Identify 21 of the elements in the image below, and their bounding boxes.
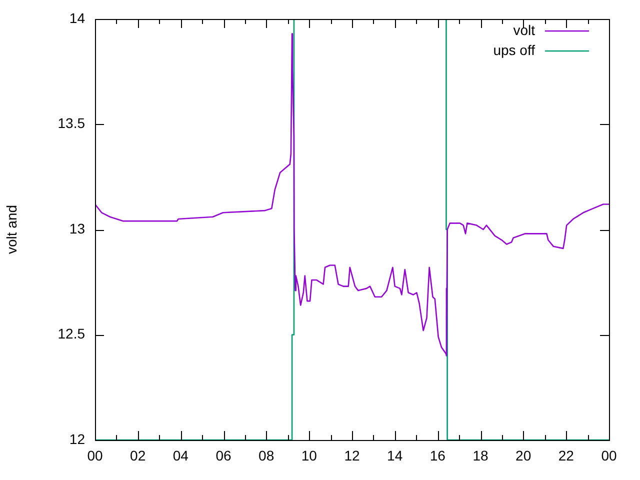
x-tick-label: 00 bbox=[87, 447, 103, 464]
x-tick-label: 14 bbox=[387, 447, 403, 464]
legend-label: ups off bbox=[493, 42, 536, 58]
y-tick-label: 12 bbox=[69, 430, 86, 447]
legend-label: volt bbox=[513, 22, 536, 38]
x-tick-label: 08 bbox=[258, 447, 274, 464]
x-tick-label: 10 bbox=[301, 447, 318, 464]
x-tick-label: 16 bbox=[430, 447, 446, 464]
x-tick-label: 12 bbox=[344, 447, 360, 464]
x-tick-label: 06 bbox=[216, 447, 232, 464]
y-tick-label: 12.5 bbox=[58, 326, 86, 342]
x-tick-label: 00 bbox=[601, 447, 617, 464]
x-tick-label: 18 bbox=[472, 447, 488, 464]
x-tick-label: 02 bbox=[130, 447, 146, 464]
y-tick-label: 13 bbox=[69, 220, 86, 236]
y-tick-label: 13.5 bbox=[58, 115, 86, 132]
x-tick-label: 20 bbox=[516, 447, 532, 464]
y-axis-title: volt and bbox=[3, 204, 20, 254]
y-tick-label: 14 bbox=[69, 10, 86, 26]
x-tick-label: 04 bbox=[172, 447, 189, 464]
x-tick-label: 22 bbox=[558, 447, 574, 464]
